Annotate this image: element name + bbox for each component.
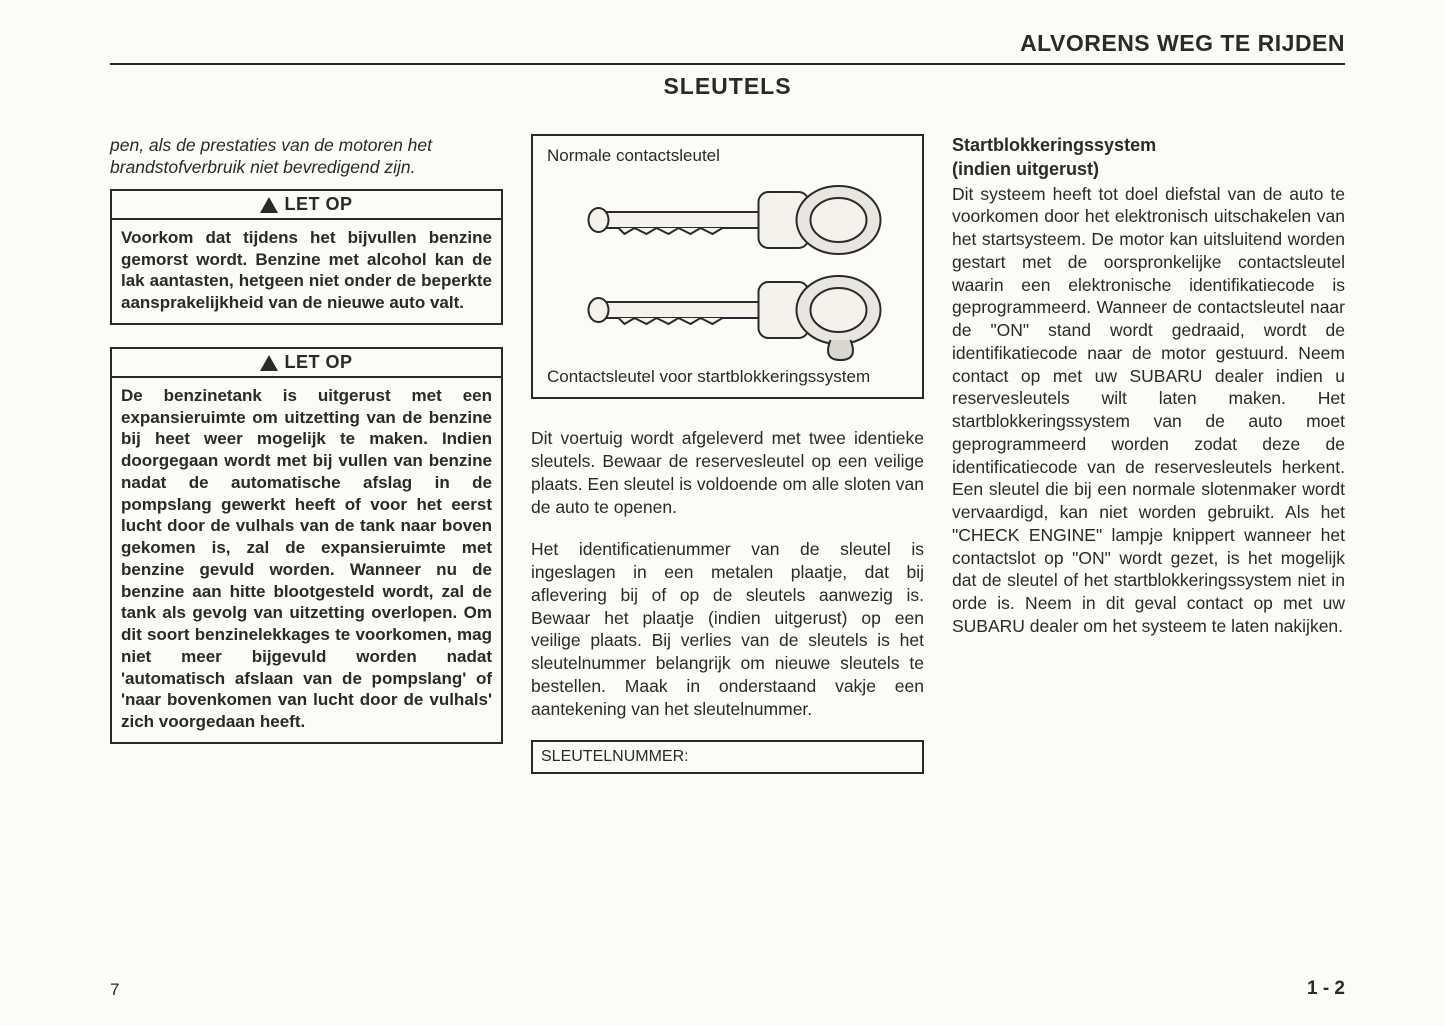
intro-italic-text: pen, als de prestaties van de motoren he… xyxy=(110,134,503,179)
key-number-box: SLEUTELNUMMER: xyxy=(531,740,924,774)
header-rule xyxy=(110,63,1345,65)
key-number-label: SLEUTELNUMMER: xyxy=(541,748,689,765)
warning-box-2-title-text: LET OP xyxy=(284,352,352,373)
col3-body-text: Dit systeem heeft tot doel diefstal van … xyxy=(952,183,1345,638)
figure-caption-top: Normale contactsleutel xyxy=(547,146,910,166)
column-1: pen, als de prestaties van de motoren he… xyxy=(110,134,503,774)
column-3: Startblokkeringssystem (indien uitgerust… xyxy=(952,134,1345,774)
figure-caption-bottom: Contactsleutel voor startblokkeringssyst… xyxy=(547,366,910,387)
header-chapter-title: ALVORENS WEG TE RIJDEN xyxy=(110,30,1345,57)
page-number-right: 1 - 2 xyxy=(1307,978,1345,1000)
warning-box-1-body: Voorkom dat tijdens het bijvullen benzin… xyxy=(112,220,501,323)
col2-paragraph-2: Het identificatienummer van de sleutel i… xyxy=(531,538,924,720)
page-number-left: 7 xyxy=(110,980,119,1000)
warning-box-1-title: LET OP xyxy=(112,191,501,220)
warning-box-1: LET OP Voorkom dat tijdens het bijvullen… xyxy=(110,189,503,325)
column-2: Normale contactsleutel xyxy=(531,134,924,774)
warning-triangle-icon xyxy=(260,197,278,213)
key-figure-box: Normale contactsleutel xyxy=(531,134,924,399)
warning-box-2: LET OP De benzinetank is uitgerust met e… xyxy=(110,347,503,744)
warning-box-2-body: De benzinetank is uitgerust met een expa… xyxy=(112,378,501,742)
warning-box-2-title: LET OP xyxy=(112,349,501,378)
key-illustration xyxy=(547,172,910,362)
content-columns: pen, als de prestaties van de motoren he… xyxy=(110,134,1345,774)
warning-box-1-title-text: LET OP xyxy=(284,194,352,215)
col2-paragraph-1: Dit voertuig wordt afgeleverd met twee i… xyxy=(531,427,924,518)
warning-triangle-icon xyxy=(260,355,278,371)
section-title: SLEUTELS xyxy=(110,73,1345,100)
col3-heading: Startblokkeringssystem xyxy=(952,134,1345,157)
manual-page: ALVORENS WEG TE RIJDEN SLEUTELS pen, als… xyxy=(0,0,1445,794)
col3-subheading: (indien uitgerust) xyxy=(952,159,1345,180)
